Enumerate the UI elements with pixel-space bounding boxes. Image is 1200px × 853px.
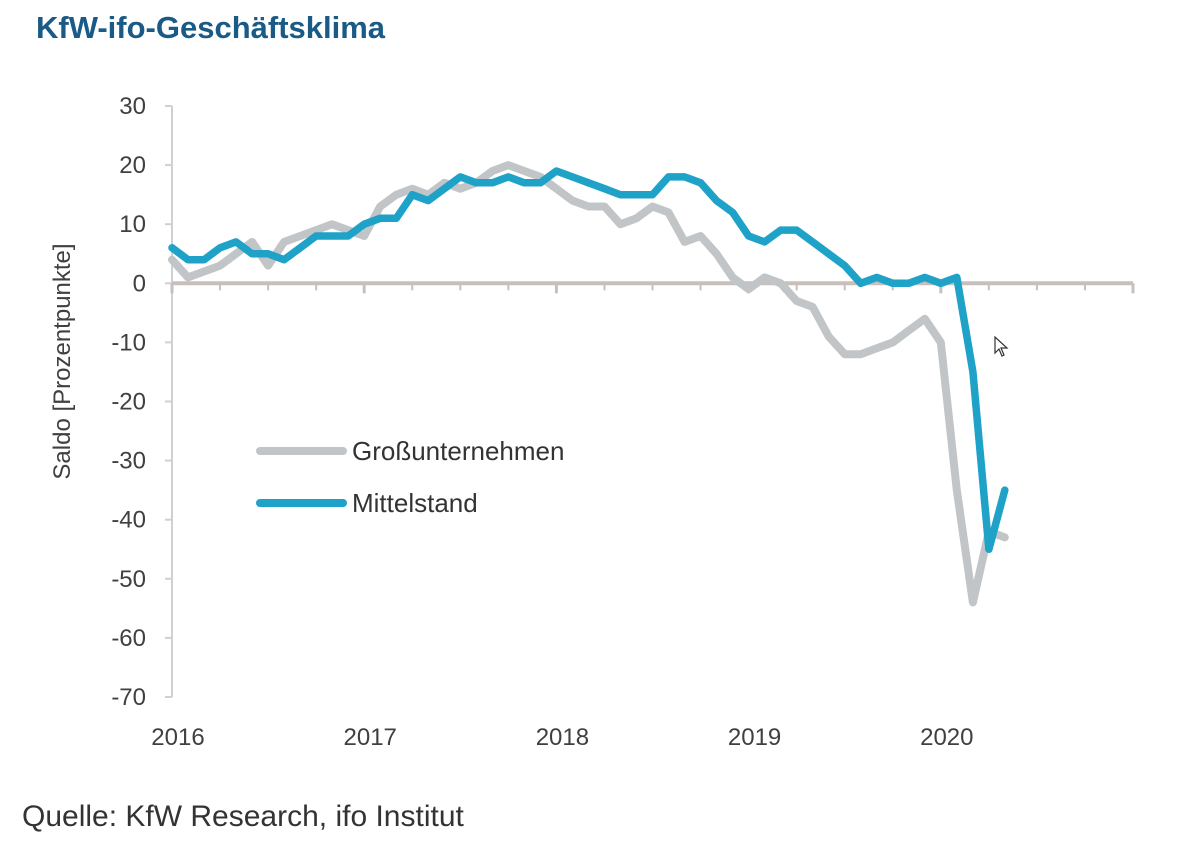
legend: Großunternehmen Mittelstand [256, 335, 1009, 518]
x-tick-label: 2019 [728, 724, 781, 751]
y-tick-label: -20 [111, 389, 146, 416]
source-note: Quelle: KfW Research, ifo Institut [22, 800, 464, 833]
y-tick-label: -30 [111, 448, 146, 475]
y-tick-label: -10 [111, 329, 146, 356]
y-tick-label: -70 [111, 684, 146, 711]
legend-label: Mittelstand [352, 488, 478, 518]
y-tick-label: -60 [111, 625, 146, 652]
y-tick-label: 30 [119, 93, 146, 120]
x-tick-label: 2020 [920, 724, 973, 751]
y-tick-label: 10 [119, 211, 146, 238]
y-tick-label: 0 [133, 270, 146, 297]
series-layer [168, 161, 1009, 607]
x-tick-label: 2016 [151, 724, 204, 751]
x-tick-label: 2017 [344, 724, 397, 751]
legend-label: Großunternehmen [352, 436, 564, 466]
cursor-icon [994, 335, 1009, 357]
y-tick-label: -50 [111, 566, 146, 593]
series-line-grossunternehmen [168, 161, 1009, 607]
series-line-mittelstand [168, 167, 1009, 554]
y-axis-label: Saldo [Prozentpunkte] [49, 243, 76, 479]
y-tick-label: -40 [111, 507, 146, 534]
x-tick-label: 2018 [536, 724, 589, 751]
y-tick-label: 20 [119, 152, 146, 179]
chart-title: KfW-ifo-Geschäftsklima [36, 10, 386, 45]
